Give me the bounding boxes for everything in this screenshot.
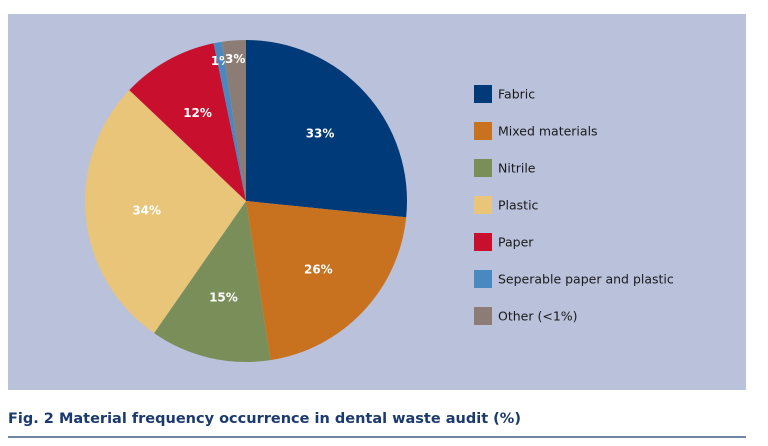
- legend-swatch: [474, 270, 492, 288]
- value-label: 26%: [304, 262, 333, 276]
- legend-swatch: [474, 122, 492, 140]
- legend-label: Plastic: [498, 198, 539, 213]
- pie-slice: [129, 43, 246, 201]
- legend-label: Other (<1%): [498, 309, 578, 324]
- chart-title: Fig. 2 Material frequency occurrence in …: [8, 411, 521, 427]
- legend-swatch: [474, 307, 492, 325]
- pie-slice: [221, 40, 246, 201]
- legend-label: Nitrile: [498, 161, 536, 176]
- legend-swatch: [474, 196, 492, 214]
- legend-label: Mixed materials: [498, 124, 598, 139]
- legend-label: Fabric: [498, 87, 535, 102]
- value-label: 12%: [183, 106, 212, 120]
- value-label: 15%: [209, 291, 238, 305]
- legend-label: Seperable paper and plastic: [498, 272, 674, 287]
- value-label: 33%: [306, 127, 335, 141]
- value-label: 34%: [132, 204, 161, 218]
- legend-swatch: [474, 159, 492, 177]
- legend-swatch: [474, 85, 492, 103]
- pie-slice: [246, 201, 407, 361]
- legend-swatch: [474, 233, 492, 251]
- legend-label: Paper: [498, 235, 534, 250]
- pie-slice: [154, 201, 271, 362]
- value-label: 3%: [225, 52, 245, 66]
- pie-slice: [246, 40, 407, 218]
- pie-slice: [84, 90, 246, 334]
- pie-slice: [213, 41, 246, 201]
